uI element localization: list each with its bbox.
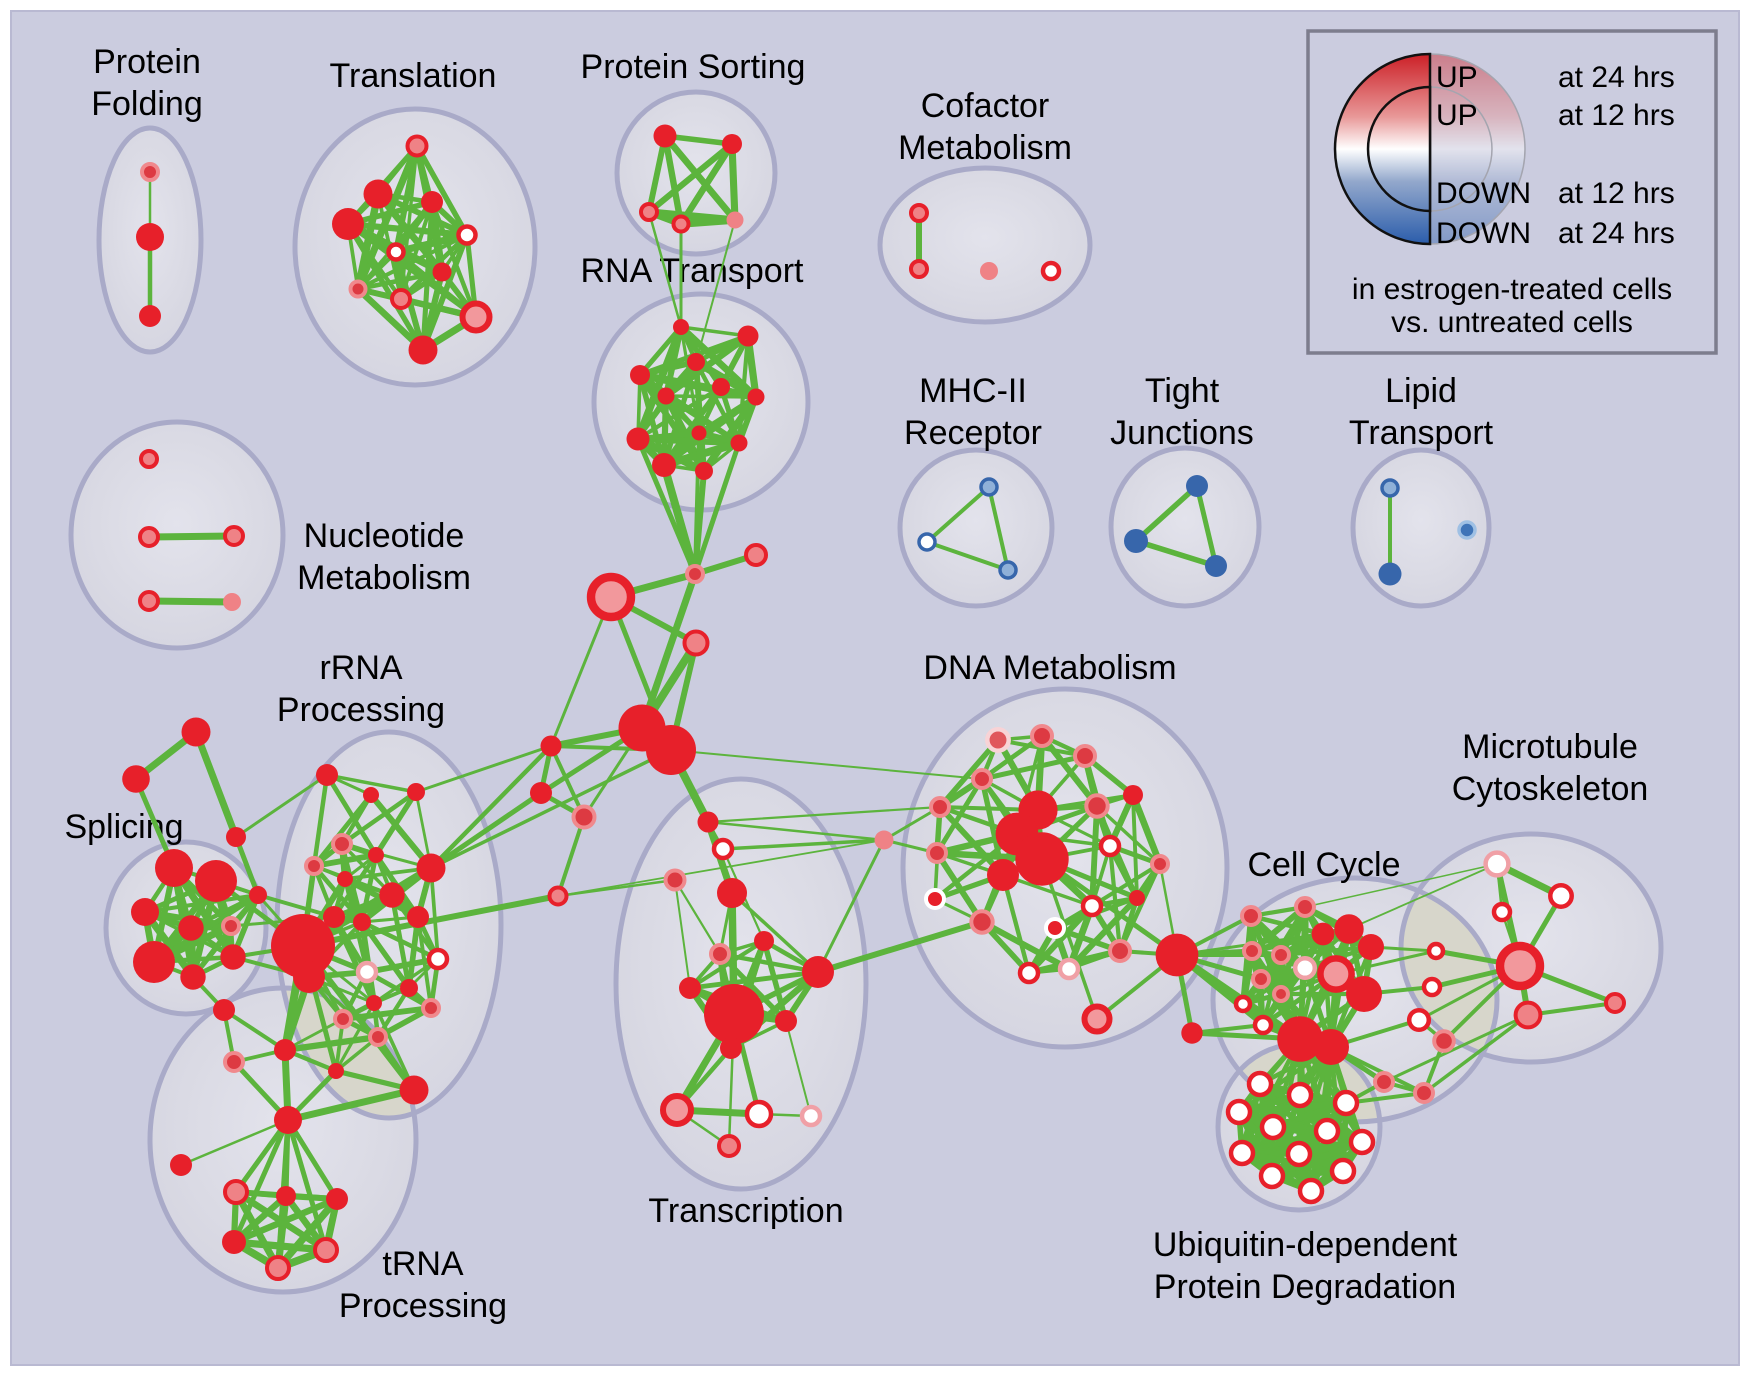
svg-text:Protein: Protein <box>93 43 201 81</box>
svg-text:Protein Sorting: Protein Sorting <box>581 48 806 86</box>
svg-text:UP: UP <box>1436 61 1478 94</box>
svg-text:Nucleotide: Nucleotide <box>304 517 465 555</box>
svg-text:Cell Cycle: Cell Cycle <box>1247 846 1400 884</box>
svg-text:at 24 hrs: at 24 hrs <box>1558 217 1675 250</box>
svg-text:Receptor: Receptor <box>904 414 1042 452</box>
svg-text:Cytoskeleton: Cytoskeleton <box>1452 770 1649 808</box>
svg-text:Lipid: Lipid <box>1385 372 1457 410</box>
svg-text:at 24 hrs: at 24 hrs <box>1558 61 1675 94</box>
svg-text:in estrogen-treated cells: in estrogen-treated cells <box>1352 273 1672 306</box>
svg-text:tRNA: tRNA <box>382 1245 464 1283</box>
svg-text:Transport: Transport <box>1349 414 1494 452</box>
svg-text:Processing: Processing <box>277 691 445 729</box>
svg-text:DOWN: DOWN <box>1436 177 1531 210</box>
svg-text:Ubiquitin-dependent: Ubiquitin-dependent <box>1153 1226 1458 1264</box>
svg-text:rRNA: rRNA <box>319 649 402 687</box>
svg-text:UP: UP <box>1436 99 1478 132</box>
svg-text:Splicing: Splicing <box>64 808 183 846</box>
svg-text:Junctions: Junctions <box>1110 414 1254 452</box>
svg-text:at 12 hrs: at 12 hrs <box>1558 177 1675 210</box>
svg-text:Cofactor: Cofactor <box>921 87 1050 125</box>
svg-text:Protein Degradation: Protein Degradation <box>1154 1268 1456 1306</box>
svg-text:at 12 hrs: at 12 hrs <box>1558 99 1675 132</box>
svg-text:Translation: Translation <box>330 57 497 95</box>
svg-text:DNA Metabolism: DNA Metabolism <box>923 649 1176 687</box>
svg-text:vs. untreated cells: vs. untreated cells <box>1391 306 1633 339</box>
svg-text:DOWN: DOWN <box>1436 217 1531 250</box>
svg-text:Transcription: Transcription <box>648 1192 843 1230</box>
svg-text:Microtubule: Microtubule <box>1462 728 1638 766</box>
svg-text:Metabolism: Metabolism <box>297 559 471 597</box>
svg-text:Folding: Folding <box>91 85 203 123</box>
svg-text:Processing: Processing <box>339 1287 507 1325</box>
svg-text:RNA Transport: RNA Transport <box>581 252 805 290</box>
svg-text:Tight: Tight <box>1145 372 1220 410</box>
svg-text:Metabolism: Metabolism <box>898 129 1072 167</box>
svg-text:MHC-II: MHC-II <box>919 372 1027 410</box>
